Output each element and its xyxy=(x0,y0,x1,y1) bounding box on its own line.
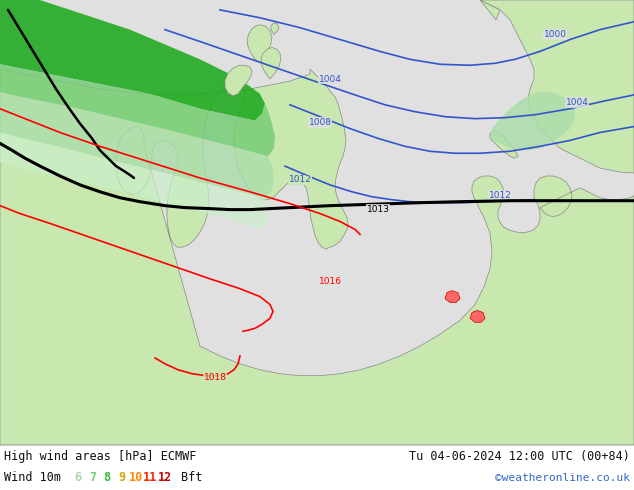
Text: 9: 9 xyxy=(118,471,125,485)
Polygon shape xyxy=(0,132,268,229)
Polygon shape xyxy=(261,48,281,79)
Polygon shape xyxy=(225,65,252,96)
Text: 1004: 1004 xyxy=(566,98,588,107)
Polygon shape xyxy=(480,0,634,173)
Text: Tu 04-06-2024 12:00 UTC (00+84): Tu 04-06-2024 12:00 UTC (00+84) xyxy=(409,450,630,464)
Text: 1004: 1004 xyxy=(318,74,342,84)
Polygon shape xyxy=(445,291,460,302)
Polygon shape xyxy=(470,311,485,322)
Text: 1000: 1000 xyxy=(543,30,567,39)
Text: 1008: 1008 xyxy=(309,118,332,127)
Polygon shape xyxy=(490,130,518,158)
Polygon shape xyxy=(271,23,279,35)
Text: 8: 8 xyxy=(103,471,110,485)
Text: Bft: Bft xyxy=(181,471,203,485)
Polygon shape xyxy=(490,92,575,150)
Polygon shape xyxy=(0,64,275,156)
Text: 10: 10 xyxy=(129,471,143,485)
Polygon shape xyxy=(480,0,500,20)
Text: High wind areas [hPa] ECMWF: High wind areas [hPa] ECMWF xyxy=(4,450,197,464)
Polygon shape xyxy=(0,69,634,445)
Text: 6: 6 xyxy=(74,471,82,485)
Text: 7: 7 xyxy=(89,471,96,485)
Polygon shape xyxy=(0,0,265,121)
Text: 1016: 1016 xyxy=(318,277,342,286)
Text: 12: 12 xyxy=(158,471,172,485)
Text: 1012: 1012 xyxy=(489,191,512,200)
Text: ©weatheronline.co.uk: ©weatheronline.co.uk xyxy=(495,473,630,483)
Text: 1012: 1012 xyxy=(288,175,311,184)
Text: 11: 11 xyxy=(143,471,158,485)
Text: Wind 10m: Wind 10m xyxy=(4,471,61,485)
Text: 1013: 1013 xyxy=(366,205,389,214)
Polygon shape xyxy=(0,92,274,198)
Text: 1018: 1018 xyxy=(204,373,226,382)
Polygon shape xyxy=(247,24,272,62)
